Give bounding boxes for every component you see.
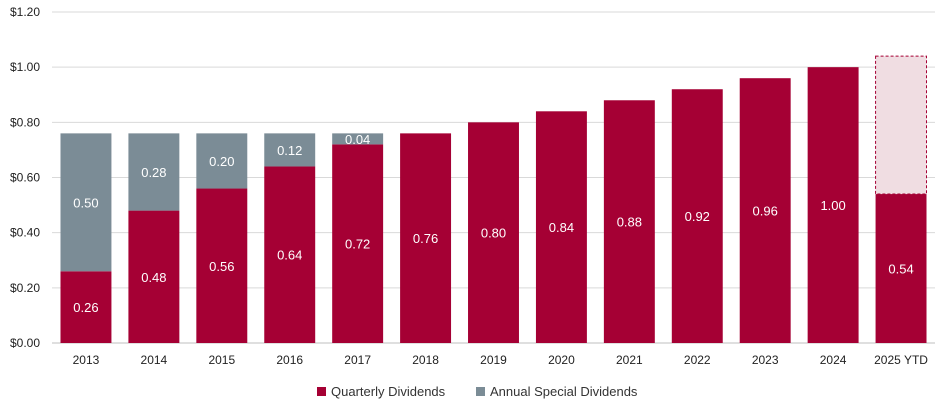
quarterly-dividend-label: 0.92 bbox=[685, 209, 710, 224]
y-axis: $0.00 $0.20 $0.40 $0.60 $0.80 $1.00 $1.20 bbox=[10, 5, 40, 350]
quarterly-dividend-bar bbox=[671, 89, 723, 343]
x-tick-label: 2017 bbox=[344, 353, 371, 367]
special-dividend-label: 0.04 bbox=[345, 132, 370, 147]
legend-swatch-quarterly bbox=[317, 387, 326, 396]
quarterly-dividend-bar bbox=[60, 271, 112, 343]
x-tick-label: 2016 bbox=[276, 353, 303, 367]
quarterly-dividend-label: 1.00 bbox=[820, 198, 845, 213]
quarterly-dividend-bar bbox=[875, 194, 927, 343]
special-dividend-label: 0.50 bbox=[73, 195, 98, 210]
quarterly-dividend-bar bbox=[400, 133, 452, 343]
bars bbox=[60, 55, 928, 344]
quarterly-dividend-label: 0.80 bbox=[481, 226, 506, 241]
special-dividend-label: 0.28 bbox=[141, 165, 166, 180]
x-tick-label: 2013 bbox=[73, 353, 100, 367]
quarterly-dividend-label: 0.64 bbox=[277, 248, 302, 263]
legend: Quarterly Dividends Annual Special Divide… bbox=[317, 384, 638, 399]
x-tick-label: 2025 YTD bbox=[874, 353, 928, 367]
quarterly-dividend-label: 0.48 bbox=[141, 270, 166, 285]
quarterly-dividend-label: 0.96 bbox=[753, 204, 778, 219]
y-tick-label: $0.80 bbox=[10, 115, 40, 129]
quarterly-dividend-bar bbox=[264, 166, 316, 343]
quarterly-dividend-bar bbox=[468, 122, 519, 343]
y-tick-label: $0.00 bbox=[10, 336, 40, 350]
projected-dividend-bar bbox=[875, 55, 928, 195]
special-dividend-label: 0.12 bbox=[277, 143, 302, 158]
x-tick-label: 2023 bbox=[752, 353, 779, 367]
quarterly-dividend-label: 0.88 bbox=[617, 215, 642, 230]
special-dividend-bar bbox=[196, 133, 248, 189]
quarterly-dividend-label: 0.84 bbox=[549, 220, 574, 235]
y-tick-label: $0.60 bbox=[10, 171, 40, 185]
quarterly-dividend-bar bbox=[128, 210, 180, 343]
quarterly-dividend-bar bbox=[807, 67, 859, 344]
special-dividend-label: 0.20 bbox=[209, 154, 234, 169]
quarterly-dividend-label: 0.76 bbox=[413, 231, 438, 246]
quarterly-dividend-label: 0.72 bbox=[345, 237, 370, 252]
special-dividend-bar bbox=[60, 133, 112, 272]
special-dividend-bar bbox=[264, 133, 316, 167]
special-dividend-bar bbox=[128, 133, 180, 211]
x-tick-label: 2018 bbox=[412, 353, 439, 367]
legend-label-special: Annual Special Dividends bbox=[490, 384, 638, 399]
legend-swatch-special bbox=[476, 387, 485, 396]
quarterly-dividend-bar bbox=[332, 144, 384, 343]
legend-label-quarterly: Quarterly Dividends bbox=[331, 384, 446, 399]
quarterly-dividend-bar bbox=[739, 78, 791, 343]
x-tick-label: 2020 bbox=[548, 353, 575, 367]
x-tick-label: 2015 bbox=[208, 353, 235, 367]
quarterly-dividend-bar bbox=[196, 188, 248, 343]
x-tick-label: 2014 bbox=[141, 353, 168, 367]
y-tick-label: $1.20 bbox=[10, 5, 40, 19]
x-axis: 2013 2014 2015 2016 2017 2018 2019 2020 2021 2022… bbox=[73, 353, 929, 367]
x-tick-label: 2021 bbox=[616, 353, 643, 367]
quarterly-dividend-bar bbox=[603, 100, 655, 344]
y-tick-label: $1.00 bbox=[10, 60, 40, 74]
x-tick-label: 2022 bbox=[684, 353, 711, 367]
bar-labels: 0.50 0.26 0.28 0.48 0.20 0.56 0.12 0.64 0.04 0.72… bbox=[73, 132, 913, 315]
special-dividend-bar bbox=[332, 133, 384, 145]
x-tick-label: 2024 bbox=[820, 353, 847, 367]
quarterly-dividend-label: 0.56 bbox=[209, 259, 234, 274]
quarterly-dividend-label: 0.54 bbox=[888, 262, 913, 277]
quarterly-dividend-bar bbox=[535, 111, 587, 343]
quarterly-dividend-label: 0.26 bbox=[73, 300, 98, 315]
y-tick-label: $0.40 bbox=[10, 226, 40, 240]
x-tick-label: 2019 bbox=[480, 353, 507, 367]
y-tick-label: $0.20 bbox=[10, 281, 40, 295]
